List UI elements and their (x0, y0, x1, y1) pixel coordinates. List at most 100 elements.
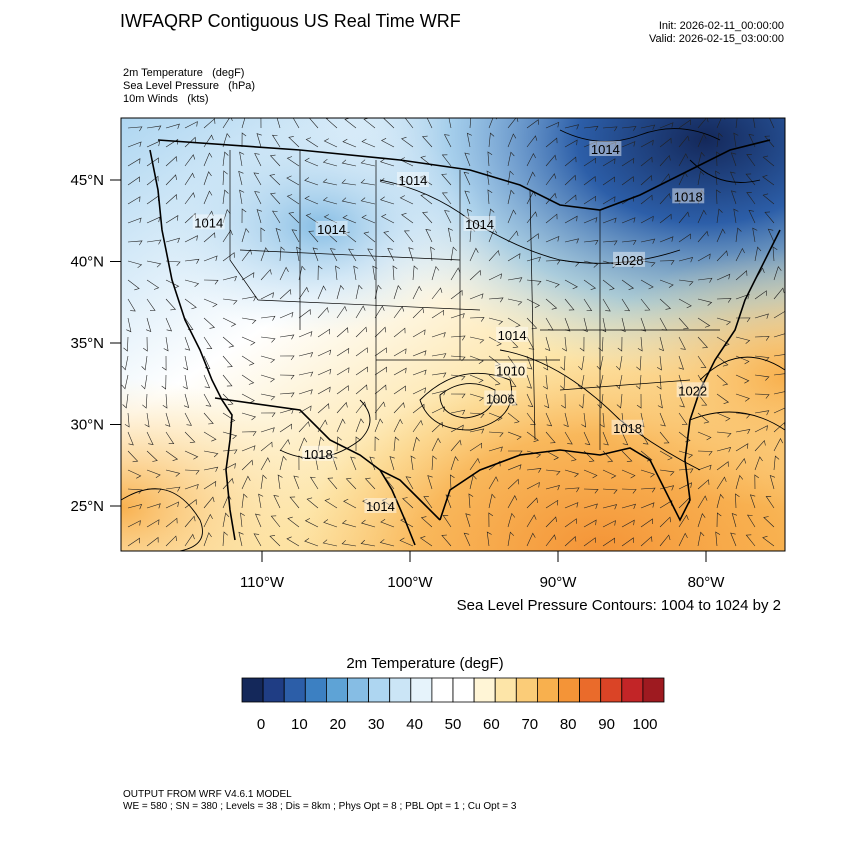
isobar-label-text: 1018 (674, 189, 703, 204)
wind-barb (441, 154, 452, 167)
wind-barb (184, 412, 192, 426)
wind-barb (341, 197, 357, 205)
wind-barb (410, 455, 416, 471)
wind-barb (469, 442, 483, 452)
wind-barb (602, 240, 618, 246)
wind-barb (298, 309, 311, 319)
wind-barb (469, 118, 472, 129)
wind-barb (341, 540, 357, 547)
wind-barb (203, 210, 214, 224)
wind-barb (526, 374, 532, 389)
wind-barb (441, 534, 452, 547)
plot-title: IWFAQRP Contiguous US Real Time WRF (120, 11, 461, 31)
wind-barb (545, 192, 557, 205)
wind-barb (545, 235, 560, 243)
wind-barb (239, 189, 245, 205)
wind-barb (288, 212, 300, 224)
wind-barb (279, 438, 290, 452)
variable-unit: (degF) (212, 67, 245, 79)
wind-barb (260, 457, 271, 471)
wind-barb (716, 393, 730, 404)
wind-barb (222, 463, 236, 471)
coastline-gulf (439, 229, 781, 522)
wind-barb (240, 512, 245, 528)
wind-barb (716, 447, 732, 453)
wind-barb (564, 194, 577, 205)
wind-barb (127, 196, 141, 205)
wind-barb (360, 179, 376, 186)
wind-barb (602, 520, 616, 528)
wind-barb (678, 468, 694, 474)
wind-barb (754, 474, 759, 490)
wind-barb (602, 196, 616, 205)
wind-barb (488, 476, 499, 490)
wind-barb (355, 401, 367, 414)
colorbar-tick-label: 100 (632, 716, 658, 733)
wind-barb (564, 124, 580, 130)
wind-barb (637, 336, 643, 352)
wind-barb (308, 118, 319, 129)
colorbar-tick-label: 50 (444, 716, 462, 733)
wind-barb (184, 192, 196, 205)
wind-barb (488, 374, 501, 386)
wind-barb (545, 469, 561, 476)
wind-barb (488, 446, 503, 452)
wind-barb (697, 151, 705, 167)
wind-barb (716, 512, 722, 528)
wind-barb (442, 515, 452, 528)
colorbar-tick-label: 60 (483, 716, 500, 733)
wind-barb (426, 118, 433, 129)
wind-barb (393, 348, 407, 357)
wind-barb (379, 158, 395, 167)
wind-barb (241, 475, 251, 490)
isobar-label-bg (192, 214, 225, 230)
isobar (699, 356, 785, 381)
wind-barb (716, 189, 721, 205)
wind-barb (507, 230, 519, 243)
wind-barb (764, 211, 775, 224)
wind-barb (260, 336, 276, 343)
wind-barb (659, 412, 666, 427)
wind-barb (380, 138, 395, 148)
wind-barb (746, 192, 756, 205)
wind-barb (602, 450, 614, 463)
wind-barb (488, 273, 503, 281)
wind-barb (602, 504, 618, 510)
wind-barb (545, 431, 556, 444)
wind-barb (450, 289, 463, 300)
isobar-label: 1018 (611, 419, 644, 436)
wind-barb (322, 158, 338, 167)
wind-barb (697, 513, 706, 528)
wind-barb (636, 393, 642, 409)
wind-barb (469, 247, 479, 262)
wind-barb (203, 513, 213, 528)
wind-barb (659, 431, 670, 444)
wind-barb (393, 436, 400, 452)
wind-barb (165, 535, 177, 547)
isobar-label: 1014 (463, 216, 496, 232)
wind-barb (317, 403, 330, 414)
wind-barb (146, 216, 161, 224)
wind-barb (754, 355, 770, 362)
wind-barb (640, 469, 656, 478)
wind-barb (450, 355, 466, 362)
wind-barb (469, 317, 485, 322)
wind-barb (127, 488, 143, 494)
wind-barb (678, 279, 694, 286)
wind-barb (678, 233, 691, 243)
isobar-label: 1014 (589, 141, 622, 157)
wind-barb (127, 126, 143, 132)
wind-barb (765, 496, 775, 509)
isobar (121, 488, 203, 551)
wind-barb (602, 298, 611, 312)
wind-barb (602, 431, 609, 446)
wind-barb (602, 141, 617, 148)
wind-barb (716, 273, 731, 281)
wind-barb (445, 494, 452, 509)
colorbar-tick-label: 20 (329, 716, 347, 733)
pressure-contours (121, 128, 785, 551)
isobar-label: 1014 (192, 214, 225, 230)
wind-barb (420, 155, 433, 167)
wind-barb (564, 298, 575, 311)
wind-barb (640, 156, 653, 167)
